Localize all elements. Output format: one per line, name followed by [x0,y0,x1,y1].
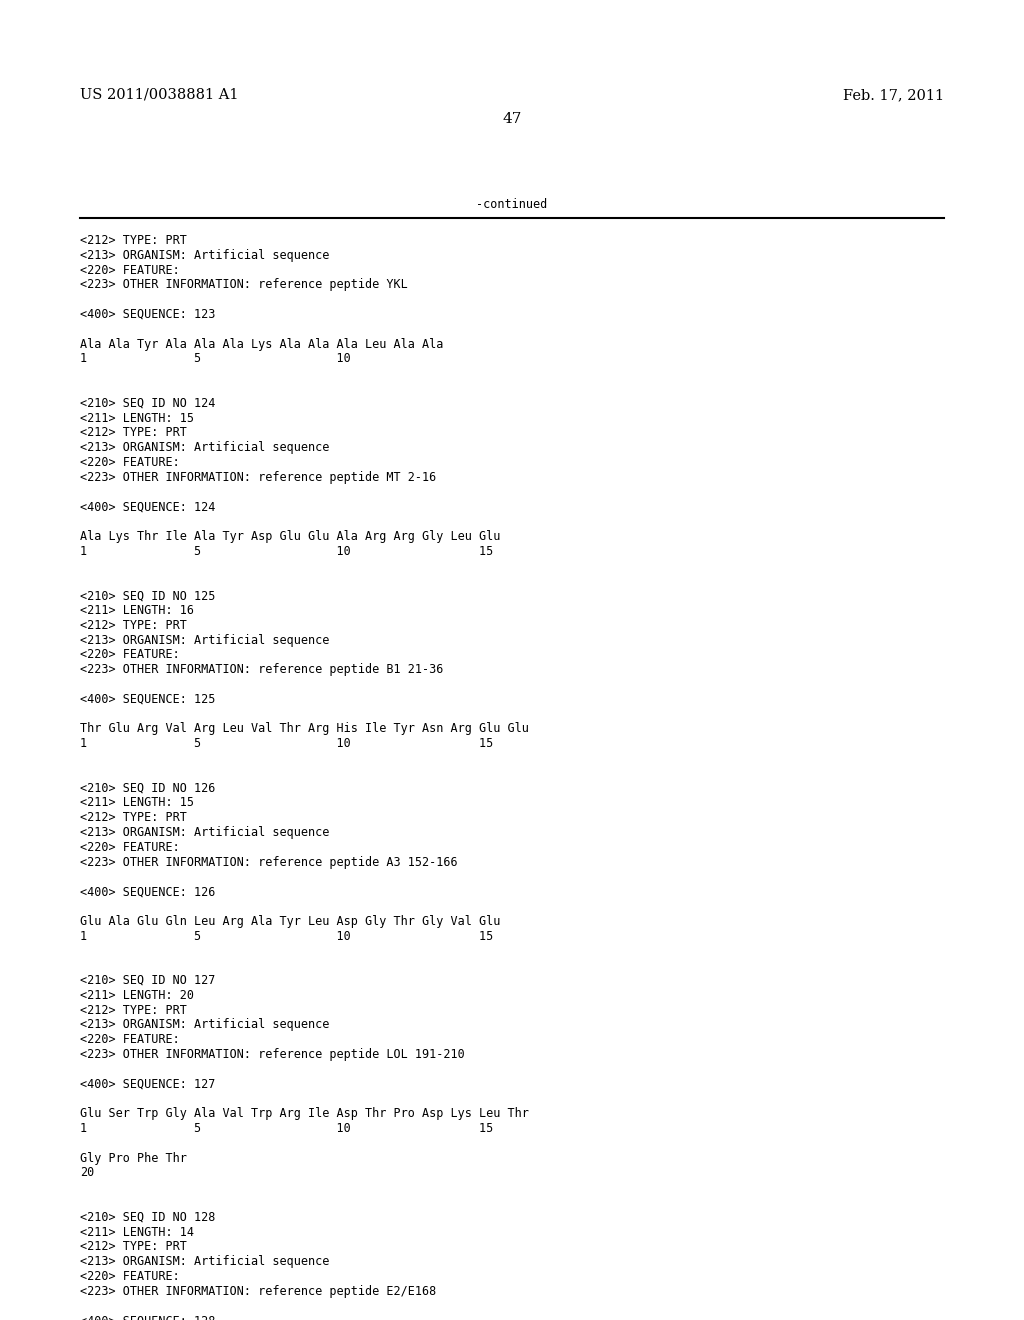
Text: Glu Ser Trp Gly Ala Val Trp Arg Ile Asp Thr Pro Asp Lys Leu Thr: Glu Ser Trp Gly Ala Val Trp Arg Ile Asp … [80,1107,528,1121]
Text: <223> OTHER INFORMATION: reference peptide YKL: <223> OTHER INFORMATION: reference pepti… [80,279,408,292]
Text: <211> LENGTH: 20: <211> LENGTH: 20 [80,989,194,1002]
Text: 47: 47 [503,112,521,125]
Text: Ala Lys Thr Ile Ala Tyr Asp Glu Glu Ala Arg Arg Gly Leu Glu: Ala Lys Thr Ile Ala Tyr Asp Glu Glu Ala … [80,531,501,543]
Text: <212> TYPE: PRT: <212> TYPE: PRT [80,619,186,632]
Text: 1               5                   10                  15: 1 5 10 15 [80,929,494,942]
Text: <223> OTHER INFORMATION: reference peptide B1 21-36: <223> OTHER INFORMATION: reference pepti… [80,663,443,676]
Text: 20: 20 [80,1167,94,1179]
Text: Feb. 17, 2011: Feb. 17, 2011 [843,88,944,102]
Text: <212> TYPE: PRT: <212> TYPE: PRT [80,1241,186,1254]
Text: 1               5                   10                  15: 1 5 10 15 [80,737,494,750]
Text: <212> TYPE: PRT: <212> TYPE: PRT [80,812,186,824]
Text: <210> SEQ ID NO 128: <210> SEQ ID NO 128 [80,1210,215,1224]
Text: <400> SEQUENCE: 125: <400> SEQUENCE: 125 [80,693,215,706]
Text: <210> SEQ ID NO 125: <210> SEQ ID NO 125 [80,589,215,602]
Text: <211> LENGTH: 15: <211> LENGTH: 15 [80,412,194,425]
Text: <212> TYPE: PRT: <212> TYPE: PRT [80,426,186,440]
Text: <400> SEQUENCE: 128: <400> SEQUENCE: 128 [80,1315,215,1320]
Text: <220> FEATURE:: <220> FEATURE: [80,264,180,277]
Text: -continued: -continued [476,198,548,211]
Text: <212> TYPE: PRT: <212> TYPE: PRT [80,234,186,247]
Text: <223> OTHER INFORMATION: reference peptide E2/E168: <223> OTHER INFORMATION: reference pepti… [80,1284,436,1298]
Text: <220> FEATURE:: <220> FEATURE: [80,455,180,469]
Text: 1               5                   10                  15: 1 5 10 15 [80,545,494,558]
Text: <220> FEATURE:: <220> FEATURE: [80,1034,180,1047]
Text: <210> SEQ ID NO 124: <210> SEQ ID NO 124 [80,397,215,409]
Text: <213> ORGANISM: Artificial sequence: <213> ORGANISM: Artificial sequence [80,441,330,454]
Text: <220> FEATURE:: <220> FEATURE: [80,841,180,854]
Text: <211> LENGTH: 16: <211> LENGTH: 16 [80,605,194,616]
Text: <211> LENGTH: 14: <211> LENGTH: 14 [80,1225,194,1238]
Text: <213> ORGANISM: Artificial sequence: <213> ORGANISM: Artificial sequence [80,826,330,840]
Text: <220> FEATURE:: <220> FEATURE: [80,648,180,661]
Text: <213> ORGANISM: Artificial sequence: <213> ORGANISM: Artificial sequence [80,248,330,261]
Text: <400> SEQUENCE: 126: <400> SEQUENCE: 126 [80,886,215,898]
Text: <223> OTHER INFORMATION: reference peptide A3 152-166: <223> OTHER INFORMATION: reference pepti… [80,855,458,869]
Text: <223> OTHER INFORMATION: reference peptide LOL 191-210: <223> OTHER INFORMATION: reference pepti… [80,1048,465,1061]
Text: <400> SEQUENCE: 123: <400> SEQUENCE: 123 [80,308,215,321]
Text: <210> SEQ ID NO 126: <210> SEQ ID NO 126 [80,781,215,795]
Text: <210> SEQ ID NO 127: <210> SEQ ID NO 127 [80,974,215,987]
Text: <400> SEQUENCE: 124: <400> SEQUENCE: 124 [80,500,215,513]
Text: Thr Glu Arg Val Arg Leu Val Thr Arg His Ile Tyr Asn Arg Glu Glu: Thr Glu Arg Val Arg Leu Val Thr Arg His … [80,722,528,735]
Text: Ala Ala Tyr Ala Ala Ala Lys Ala Ala Ala Leu Ala Ala: Ala Ala Tyr Ala Ala Ala Lys Ala Ala Ala … [80,338,443,351]
Text: Glu Ala Glu Gln Leu Arg Ala Tyr Leu Asp Gly Thr Gly Val Glu: Glu Ala Glu Gln Leu Arg Ala Tyr Leu Asp … [80,915,501,928]
Text: Gly Pro Phe Thr: Gly Pro Phe Thr [80,1151,186,1164]
Text: <220> FEATURE:: <220> FEATURE: [80,1270,180,1283]
Text: <213> ORGANISM: Artificial sequence: <213> ORGANISM: Artificial sequence [80,1019,330,1031]
Text: <213> ORGANISM: Artificial sequence: <213> ORGANISM: Artificial sequence [80,634,330,647]
Text: 1               5                   10                  15: 1 5 10 15 [80,1122,494,1135]
Text: <212> TYPE: PRT: <212> TYPE: PRT [80,1003,186,1016]
Text: <211> LENGTH: 15: <211> LENGTH: 15 [80,796,194,809]
Text: 1               5                   10: 1 5 10 [80,352,351,366]
Text: US 2011/0038881 A1: US 2011/0038881 A1 [80,88,239,102]
Text: <400> SEQUENCE: 127: <400> SEQUENCE: 127 [80,1077,215,1090]
Text: <213> ORGANISM: Artificial sequence: <213> ORGANISM: Artificial sequence [80,1255,330,1269]
Text: <223> OTHER INFORMATION: reference peptide MT 2-16: <223> OTHER INFORMATION: reference pepti… [80,471,436,484]
